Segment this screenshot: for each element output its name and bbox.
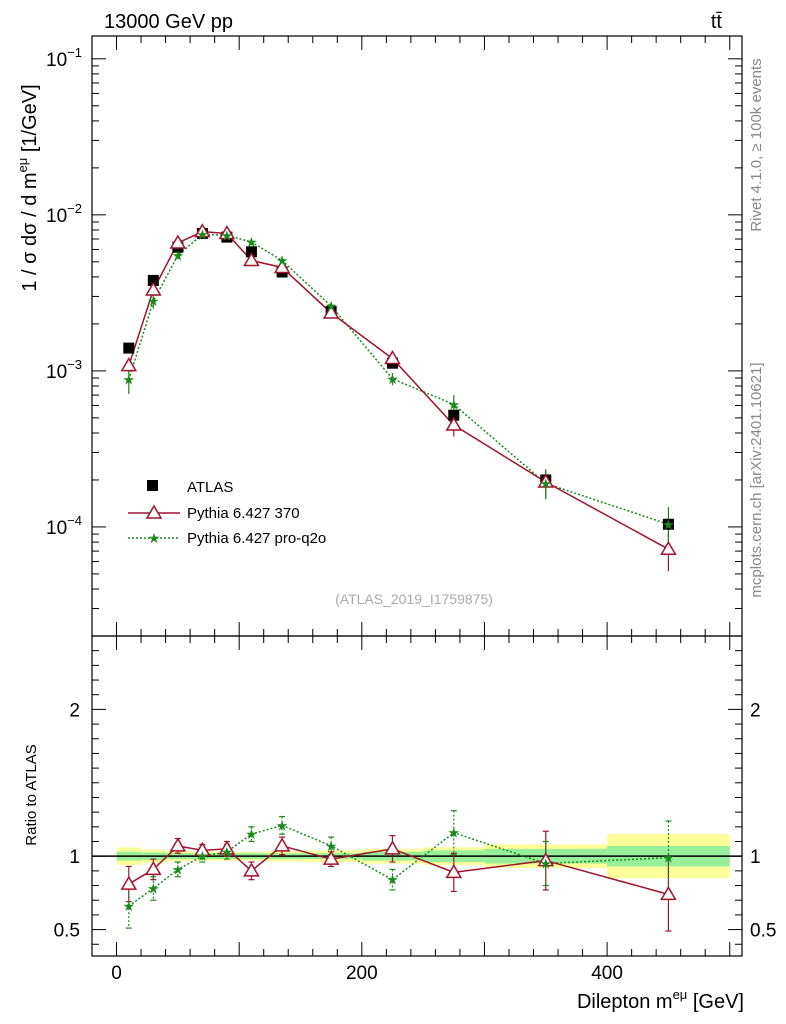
point-pythia-370 (660, 540, 677, 555)
main-y-axis-label: 1 / σ dσ / d meμ [1/GeV] (15, 84, 41, 291)
ratio-y-axis-label: Ratio to ATLAS (23, 744, 40, 845)
point-pythia-pro-q2o: ★ (221, 227, 234, 243)
ratio-panel-frame (91, 635, 743, 957)
legend-label-atlas: ATLAS (187, 479, 233, 496)
x-axis-label: Dilepton meμ [GeV] (577, 987, 744, 1013)
point-pythia-pro-q2o: ★ (386, 371, 399, 387)
ratio-point-pythia-370 (384, 840, 401, 855)
point-pythia-370 (273, 258, 291, 274)
point-pythia-370 (169, 234, 187, 249)
legend-marker-pythia-pro-q2o: ★ (148, 530, 161, 546)
ratio-point-pythia-pro-q2o: ★ (448, 825, 461, 841)
ratio-point-pythia-370 (660, 885, 677, 901)
point-pythia-370 (384, 350, 401, 365)
process-label: tt̄ (711, 11, 723, 33)
ratio-point-pythia-pro-q2o: ★ (147, 880, 160, 896)
point-atlas (245, 246, 257, 258)
legend-label-pythia-370: Pythia 6.427 370 (187, 505, 300, 522)
ratio-point-pythia-370 (322, 850, 340, 865)
ratio-point-pythia-pro-q2o: ★ (539, 856, 552, 872)
point-atlas (123, 342, 135, 354)
point-pythia-370 (218, 224, 236, 240)
point-pythia-pro-q2o: ★ (196, 226, 209, 242)
ratio-y-tick-label-right: 0.5 (750, 921, 776, 942)
analysis-tag: (ATLAS_2019_I1759875) (335, 591, 493, 607)
point-pythia-pro-q2o: ★ (325, 298, 338, 314)
ratio-point-pythia-pro-q2o: ★ (123, 898, 136, 914)
point-pythia-pro-q2o: ★ (539, 475, 552, 491)
point-atlas (448, 409, 460, 421)
ratio-point-pythia-pro-q2o: ★ (325, 838, 338, 854)
legend-marker-pythia-370 (145, 504, 163, 519)
ratio-point-pythia-370 (169, 837, 187, 852)
point-pythia-370 (322, 304, 340, 319)
ratio-point-pythia-370 (445, 863, 463, 879)
rivet-label: Rivet 4.1.0, ≥ 100k events (748, 58, 765, 231)
legend-marker-atlas (147, 480, 158, 491)
point-pythia-pro-q2o: ★ (147, 293, 160, 309)
main-y-tick-label: 10−1 (46, 45, 82, 71)
point-pythia-pro-q2o: ★ (123, 372, 136, 388)
x-tick-label: 200 (346, 963, 378, 984)
ratio-y-tick-label-right: 1 (750, 847, 761, 868)
ratio-point-pythia-370 (243, 862, 260, 877)
point-atlas (662, 518, 674, 530)
point-pythia-370 (445, 416, 463, 431)
ratio-point-pythia-pro-q2o: ★ (221, 844, 234, 860)
series-line-pythia-pro-q2o (128, 233, 669, 525)
mcplots-label: mcplots.cern.ch [arXiv:2401.10621] (748, 362, 765, 597)
point-pythia-pro-q2o: ★ (448, 396, 461, 412)
series-line-pythia-370 (128, 230, 669, 550)
main-y-tick-label: 10−4 (46, 513, 82, 539)
point-pythia-370 (120, 357, 138, 372)
point-pythia-pro-q2o: ★ (662, 516, 675, 532)
point-pythia-370 (145, 281, 162, 296)
ratio-point-pythia-370 (218, 840, 236, 855)
ratio-y-tick-label: 2 (69, 700, 80, 721)
point-pythia-370 (194, 223, 211, 238)
point-pythia-370 (243, 251, 260, 267)
ratio-y-tick-label-right: 2 (750, 700, 761, 721)
ratio-point-pythia-pro-q2o: ★ (276, 817, 289, 833)
legend-label-pythia-pro-q2o: Pythia 6.427 pro-q2o (187, 530, 326, 547)
point-pythia-pro-q2o: ★ (276, 252, 289, 268)
ratio-point-pythia-370 (120, 875, 138, 890)
point-pythia-pro-q2o: ★ (245, 234, 258, 250)
ratio-point-pythia-pro-q2o: ★ (245, 826, 258, 842)
ratio-point-pythia-pro-q2o: ★ (662, 850, 675, 866)
energy-label: 13000 GeV pp (104, 11, 233, 33)
ratio-point-pythia-370 (194, 841, 211, 857)
point-pythia-pro-q2o: ★ (172, 247, 185, 263)
ratio-y-tick-label: 1 (69, 847, 80, 868)
point-pythia-370 (537, 473, 555, 488)
x-tick-label: 400 (591, 963, 623, 984)
ratio-line-pythia-pro-q2o (128, 824, 669, 907)
ratio-point-pythia-370 (537, 852, 555, 867)
ratio-point-pythia-pro-q2o: ★ (196, 848, 209, 864)
ratio-point-pythia-370 (273, 837, 291, 852)
x-tick-label: 0 (111, 963, 122, 984)
legend: ATLAS Pythia 6.427 370 ★ Pythia 6.427 pr… (128, 479, 326, 547)
main-y-tick-label: 10−3 (46, 357, 82, 383)
ratio-point-pythia-370 (145, 860, 162, 876)
ratio-y-tick-label: 0.5 (54, 921, 80, 942)
ratio-point-pythia-pro-q2o: ★ (172, 861, 185, 877)
main-y-tick-label: 10−2 (46, 201, 82, 227)
ratio-point-pythia-pro-q2o: ★ (386, 872, 399, 888)
chart-marks: 10−4 10−3 10−2 10−1 0 200 400 0.5 0.5 1 1 2 2 ★ ★ ★ ★ ★ ★ ★… (46, 35, 776, 984)
point-atlas (147, 274, 159, 286)
